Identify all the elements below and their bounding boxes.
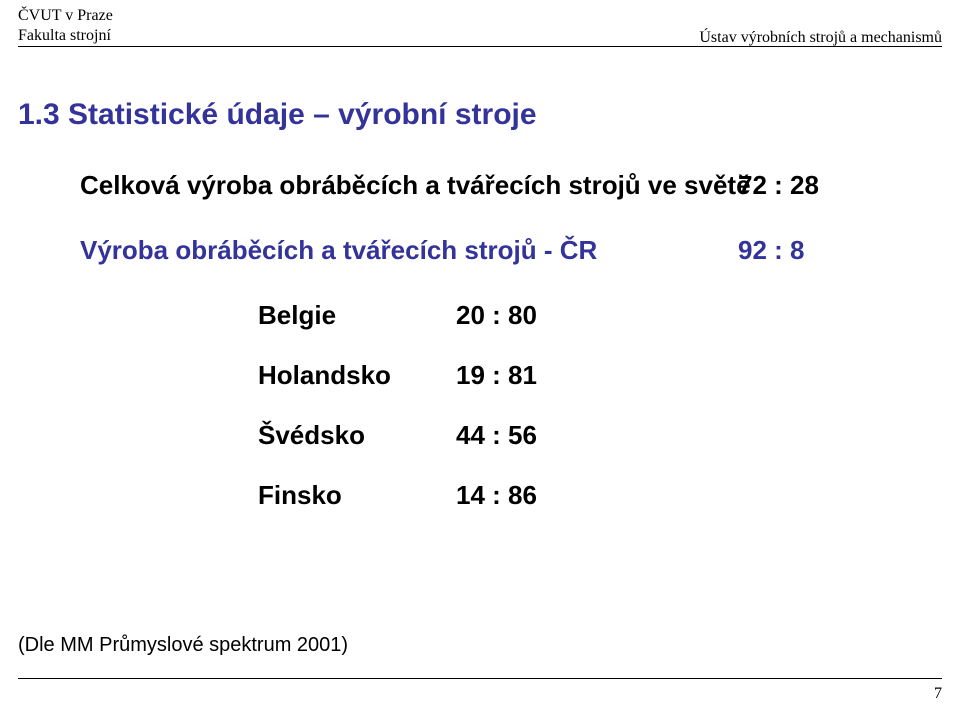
cr-production-ratio: 92 : 8 (738, 235, 805, 266)
world-production-ratio: 72 : 28 (738, 170, 819, 201)
world-production-label: Celková výroba obráběcích a tvářecích st… (80, 170, 751, 201)
country-ratio: 20 : 80 (456, 300, 537, 331)
page-header: ČVUT v Praze Fakulta strojní Ústav výrob… (18, 6, 942, 50)
page-number: 7 (934, 685, 942, 703)
country-ratio: 19 : 81 (456, 360, 537, 391)
header-divider (18, 46, 942, 47)
country-name: Finsko (258, 480, 342, 511)
country-name: Holandsko (258, 360, 391, 391)
page: ČVUT v Praze Fakulta strojní Ústav výrob… (0, 0, 960, 709)
section-title: 1.3 Statistické údaje – výrobní stroje (18, 98, 537, 132)
country-name: Belgie (258, 300, 336, 331)
country-name: Švédsko (258, 420, 365, 451)
header-left: ČVUT v Praze Fakulta strojní (18, 6, 113, 46)
country-ratio: 44 : 56 (456, 420, 537, 451)
footer-divider (18, 678, 942, 679)
cr-production-label: Výroba obráběcích a tvářecích strojů - Č… (80, 235, 597, 266)
source-citation: (Dle MM Průmyslové spektrum 2001) (18, 634, 348, 657)
header-faculty: Fakulta strojní (18, 26, 113, 46)
country-ratio: 14 : 86 (456, 480, 537, 511)
header-institution: ČVUT v Praze (18, 6, 113, 26)
header-department: Ústav výrobních strojů a mechanismů (699, 28, 942, 48)
